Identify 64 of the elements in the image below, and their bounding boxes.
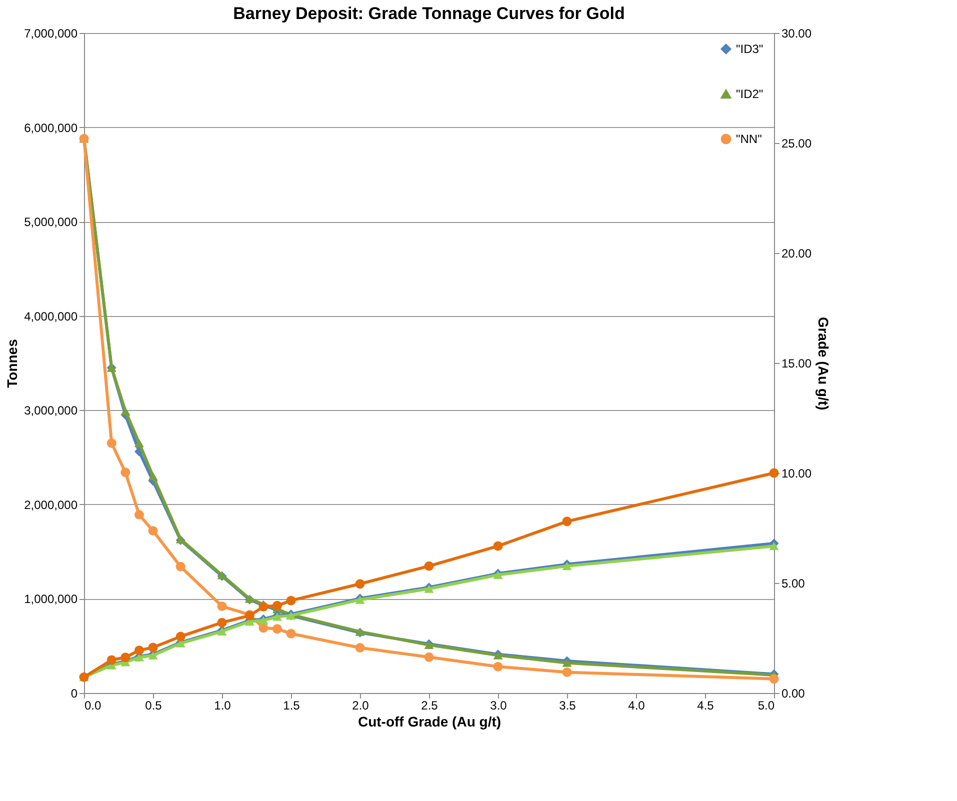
point xyxy=(562,516,572,526)
y-tick-label: 0 xyxy=(70,686,78,700)
legend-label: "ID3" xyxy=(736,42,764,56)
point xyxy=(272,600,282,610)
chart-title: Barney Deposit: Grade Tonnage Curves for Gold xyxy=(233,4,625,23)
x-tick-label: 5.0 xyxy=(758,698,775,712)
x-tick-label: 2.5 xyxy=(421,698,438,712)
y-tick-label: 1,000,000 xyxy=(24,592,78,606)
y-tick-label: 5,000,000 xyxy=(24,215,78,230)
y2-tick-label: 0.00 xyxy=(782,686,806,700)
y2-tick-label: 15.00 xyxy=(782,356,812,370)
point xyxy=(769,674,779,684)
y2-tick-label: 10.00 xyxy=(782,466,812,480)
y2-axis-title: Grade (Au g/t) xyxy=(816,316,832,410)
y2-tick-label: 30.00 xyxy=(782,26,812,40)
x-tick-label: 0.5 xyxy=(145,698,162,712)
x-tick-label: 0.0 xyxy=(84,698,102,712)
point xyxy=(134,510,144,520)
point xyxy=(217,602,227,611)
point xyxy=(272,624,282,634)
point xyxy=(134,646,144,656)
point xyxy=(769,542,779,550)
y-tick-label: 7,000,000 xyxy=(24,26,78,40)
y-tick-label: 3,000,000 xyxy=(24,404,78,418)
point xyxy=(562,668,572,677)
point xyxy=(106,438,116,448)
point xyxy=(424,561,434,571)
point xyxy=(493,662,503,672)
point xyxy=(217,618,227,628)
y2-tick-label: 5.00 xyxy=(782,576,806,590)
point xyxy=(120,652,130,662)
point xyxy=(493,541,503,551)
point xyxy=(120,406,130,416)
point xyxy=(355,643,365,652)
x-tick-label: 3.5 xyxy=(559,698,576,712)
y-axis-title: Tonnes xyxy=(4,338,20,388)
x-axis-title: Cut-off Grade (Au g/t) xyxy=(358,714,502,730)
point xyxy=(120,468,130,478)
y2-tick-label: 20.00 xyxy=(782,246,812,260)
x-tick-label: 3.0 xyxy=(490,698,508,712)
point xyxy=(769,468,779,478)
x-tick-label: 4.5 xyxy=(697,698,714,712)
x-tick-label: 1.0 xyxy=(214,698,232,712)
point xyxy=(176,632,186,642)
x-tick-label: 2.0 xyxy=(352,698,370,712)
point xyxy=(148,472,158,480)
point xyxy=(286,628,296,638)
point xyxy=(148,642,158,652)
x-tick-label: 4.0 xyxy=(628,698,646,712)
legend-label: "ID2" xyxy=(736,87,764,101)
point xyxy=(562,658,572,667)
legend-label: "NN" xyxy=(736,132,762,146)
point xyxy=(106,655,116,665)
point xyxy=(424,652,434,662)
y-tick-label: 6,000,000 xyxy=(24,120,78,135)
point xyxy=(286,596,296,606)
point xyxy=(148,526,158,536)
y2-tick-label: 25.00 xyxy=(782,136,812,150)
y-tick-label: 2,000,000 xyxy=(24,498,78,512)
point xyxy=(134,439,144,448)
point xyxy=(355,579,365,589)
point xyxy=(176,562,186,572)
y-tick-label: 4,000,000 xyxy=(24,309,78,324)
x-tick-label: 1.5 xyxy=(283,698,300,712)
